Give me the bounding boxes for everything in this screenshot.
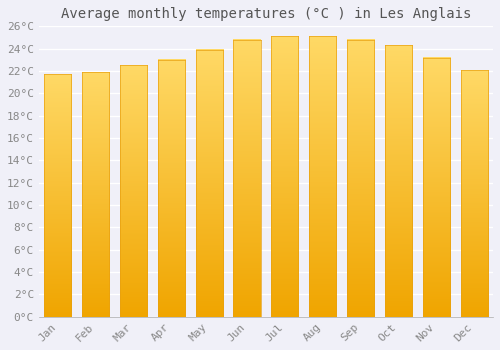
Title: Average monthly temperatures (°C ) in Les Anglais: Average monthly temperatures (°C ) in Le…: [60, 7, 471, 21]
